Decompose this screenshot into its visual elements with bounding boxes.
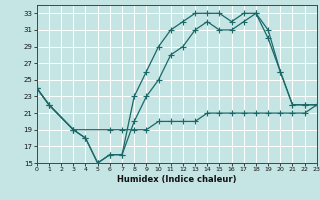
X-axis label: Humidex (Indice chaleur): Humidex (Indice chaleur) — [117, 175, 236, 184]
